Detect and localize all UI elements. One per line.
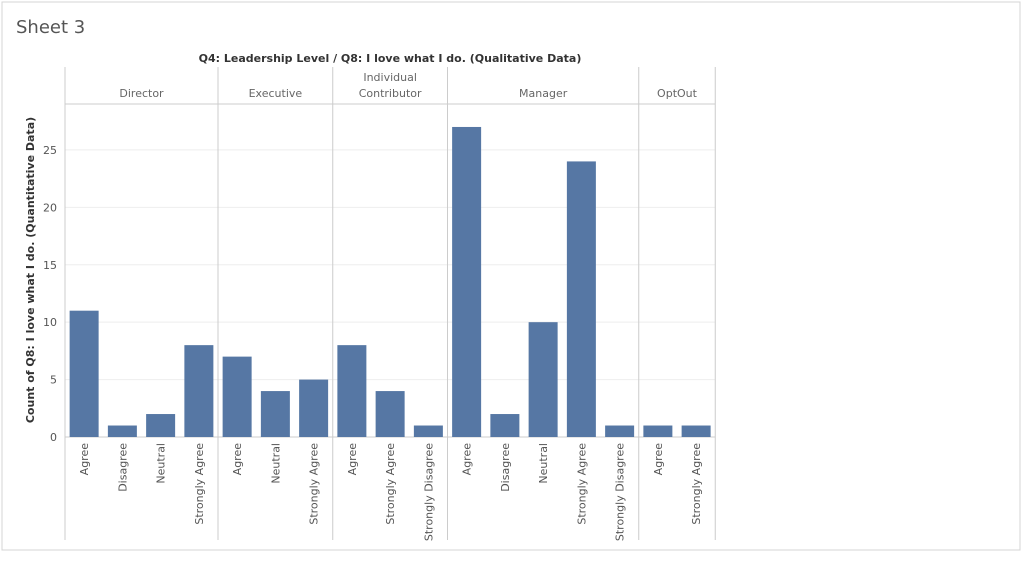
x-tick-label: Agree <box>78 443 91 476</box>
y-axis-label: Count of Q8: I love what I do. (Quantita… <box>24 117 37 423</box>
x-tick-label: Strongly Agree <box>690 443 703 525</box>
x-tick-label: Neutral <box>269 443 282 484</box>
bar <box>681 425 711 437</box>
group-label: Director <box>119 87 164 100</box>
bar <box>566 161 596 437</box>
group-label: Executive <box>248 87 303 100</box>
group-label: Individual Contributor <box>358 71 422 100</box>
bar <box>605 425 635 437</box>
sheet-title: Sheet 3 <box>16 17 85 38</box>
x-tick-label: Agree <box>346 443 359 476</box>
bar <box>69 310 99 437</box>
bar <box>490 414 520 437</box>
bar <box>452 126 482 437</box>
x-tick-label: Strongly Disagree <box>614 443 627 541</box>
x-tick-label: Agree <box>652 443 665 476</box>
group-label: OptOut <box>657 87 697 100</box>
x-tick-label: Agree <box>231 443 244 476</box>
y-tick-label: 15 <box>43 259 57 272</box>
bar <box>337 345 367 437</box>
x-tick-label: Strongly Agree <box>308 443 321 525</box>
x-tick-label: Strongly Agree <box>384 443 397 525</box>
bar <box>222 356 252 437</box>
y-tick-label: 10 <box>43 316 57 329</box>
bar <box>299 379 329 437</box>
group-header: Manager <box>519 87 568 100</box>
bar <box>184 345 214 437</box>
chart-title: Q4: Leadership Level / Q8: I love what I… <box>199 52 582 65</box>
group-label: Manager <box>519 87 568 100</box>
x-tick-label: Strongly Agree <box>193 443 206 525</box>
y-tick-label: 25 <box>43 144 57 157</box>
bar <box>413 425 443 437</box>
sheet-frame <box>1 1 1021 551</box>
x-tick-label: Neutral <box>537 443 550 484</box>
x-tick-label: Strongly Disagree <box>422 443 435 541</box>
bar <box>643 425 673 437</box>
bar <box>375 391 405 437</box>
bar <box>107 425 137 437</box>
bar <box>528 322 558 437</box>
group-header: OptOut <box>657 87 697 100</box>
bar <box>260 391 290 437</box>
bar <box>146 414 176 437</box>
x-tick-label: Agree <box>461 443 474 476</box>
group-header: Director <box>119 87 164 100</box>
x-tick-label: Strongly Agree <box>575 443 588 525</box>
y-tick-label: 20 <box>43 201 57 214</box>
x-tick-label: Neutral <box>155 443 168 484</box>
x-tick-label: Disagree <box>499 443 512 492</box>
group-header: Individual Contributor <box>358 71 422 100</box>
group-header: Executive <box>248 87 303 100</box>
x-tick-label: Disagree <box>116 443 129 492</box>
y-tick-label: 5 <box>50 374 57 387</box>
y-tick-label: 0 <box>50 431 57 444</box>
